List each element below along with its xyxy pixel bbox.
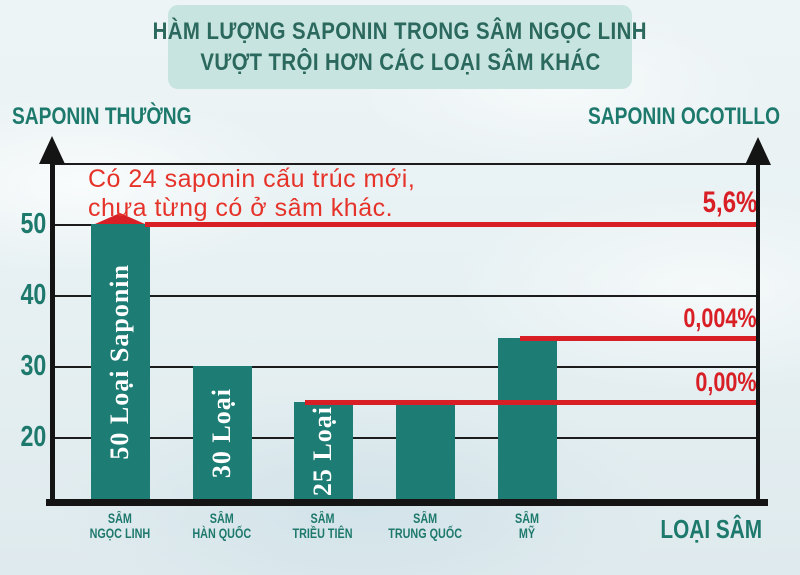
reference-line-label: 5,6%	[689, 186, 757, 220]
right-axis-arrow-up-icon	[745, 137, 771, 165]
annotation-text: Có 24 saponin cấu trúc mới, chưa từng có…	[88, 165, 415, 223]
reference-line-value: 0,004%	[683, 302, 757, 333]
y-tick-value: 40	[20, 279, 46, 311]
x-category-text: SÂM NGỌC LINH	[89, 511, 151, 541]
left-y-axis-line	[50, 158, 55, 506]
reference-line	[305, 399, 757, 405]
annotation-line-2: chưa từng có ở sâm khác.	[88, 194, 394, 222]
x-category-label: SÂM TRIỀU TIÊN	[263, 511, 383, 541]
y-tick-value: 30	[20, 350, 46, 382]
x-category-label: SÂM MỸ	[467, 511, 587, 541]
reference-line-value: 0,00%	[695, 366, 757, 397]
right-axis-title: SAPONIN OCOTILLO	[588, 103, 780, 130]
x-category-text: SÂM HÀN QUỐC	[192, 511, 252, 541]
gridline	[53, 295, 757, 297]
bar	[497, 337, 557, 500]
reference-line-value: 5,6%	[702, 186, 757, 219]
y-tick-label: 40	[0, 277, 46, 313]
bar	[395, 401, 455, 500]
right-y-axis-line	[756, 160, 760, 506]
x-category-label: SÂM HÀN QUỐC	[162, 511, 282, 541]
x-category-label: SÂM TRUNG QUỐC	[365, 511, 485, 541]
x-category-text: SÂM MỸ	[515, 511, 539, 541]
chart-top-border	[53, 163, 757, 165]
title-line-2: VƯỢT TRỘI HƠN CÁC LOẠI SÂM KHÁC	[199, 49, 601, 76]
x-category-text: SÂM TRIỀU TIÊN	[292, 511, 353, 541]
left-axis-arrow-up-icon	[39, 136, 65, 164]
y-tick-label: 20	[0, 419, 46, 455]
bar-label: 50 Loại Saponin	[105, 264, 134, 460]
y-tick-value: 50	[20, 208, 46, 240]
bar-label: 30 Loại	[207, 387, 236, 479]
x-category-text: SÂM TRUNG QUỐC	[388, 511, 462, 541]
title-box: HÀM LƯỢNG SAPONIN TRONG SÂM NGỌC LINH VƯ…	[153, 5, 647, 89]
y-tick-label: 30	[0, 348, 46, 384]
reference-line	[145, 222, 757, 227]
gridline	[53, 366, 757, 368]
y-tick-label: 50	[0, 206, 46, 242]
annotation-line-1: Có 24 saponin cấu trúc mới,	[88, 165, 416, 193]
reference-line-label: 0,00%	[680, 367, 757, 398]
reference-line-label: 0,004%	[665, 303, 757, 334]
bar: 50 Loại Saponin	[90, 224, 150, 500]
bar: 30 Loại	[192, 366, 252, 500]
left-axis-title: SAPONIN THƯỜNG	[12, 103, 192, 130]
bar-label: 25 Loại	[308, 405, 337, 496]
title-line-1: HÀM LƯỢNG SAPONIN TRONG SÂM NGỌC LINH	[152, 18, 648, 45]
bar: 25 Loại	[293, 401, 353, 500]
y-tick-value: 20	[20, 421, 46, 453]
x-axis-line	[46, 499, 768, 506]
reference-line	[520, 335, 757, 341]
x-axis-title: LOẠI SÂM	[660, 514, 762, 544]
x-category-label: SÂM NGỌC LINH	[60, 511, 180, 541]
bar-peak-triangle-icon	[95, 213, 145, 224]
